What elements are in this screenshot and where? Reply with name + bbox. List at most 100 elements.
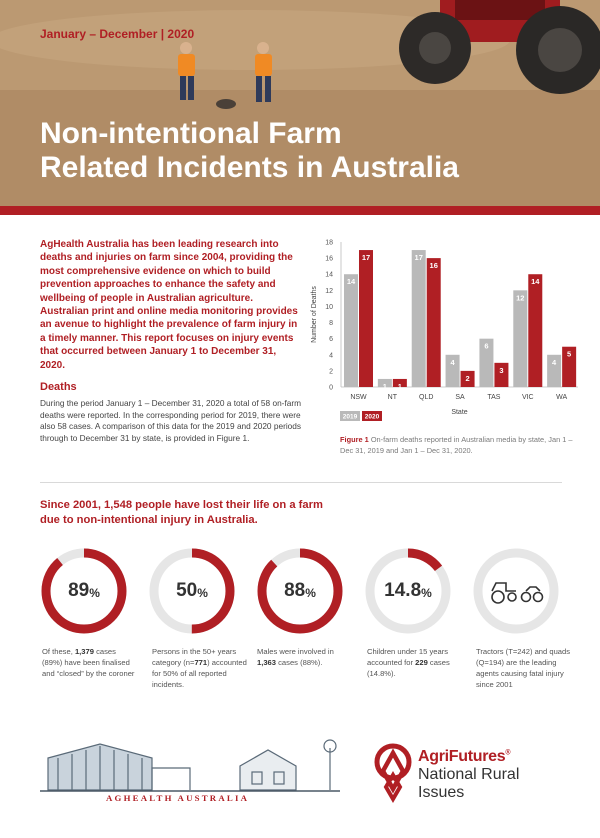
deaths-paragraph: During the period January 1 – December 3… [40, 398, 302, 443]
y-tick-label: 18 [325, 240, 333, 247]
bar-2019-nt [377, 378, 392, 387]
page-title: Non-intentional Farm Related Incidents i… [40, 117, 560, 185]
figure-caption-text: On-farm deaths reported in Australian me… [340, 435, 573, 455]
x-tick-label: QLD [419, 394, 433, 401]
bar-value-label: 1 [383, 382, 387, 391]
x-tick-label: SA [455, 394, 465, 401]
ring-track [473, 548, 559, 634]
stat-value: 89% [38, 545, 130, 637]
y-tick-label: 0 [329, 385, 333, 392]
y-tick-label: 14 [325, 272, 333, 279]
stat-ring: 88% [254, 545, 346, 637]
deaths-heading: Deaths [40, 381, 77, 393]
stat-percent-sign: % [305, 586, 316, 600]
bar-2019-vic [513, 290, 528, 387]
agrifutures-subtitle-2: Issues [418, 784, 465, 801]
stat-value: 50% [146, 545, 238, 637]
agrifutures-logo-icon [374, 743, 412, 803]
y-tick-label: 2 [329, 368, 333, 375]
workers-photo [178, 42, 272, 109]
bar-value-label: 4 [450, 358, 455, 367]
stat-number: 88 [284, 580, 306, 601]
stat-ring: 50% [146, 545, 238, 637]
stat-text-part: cases (89%) have been finalised and “clo… [42, 647, 135, 678]
bar-value-label: 14 [531, 277, 540, 286]
figure-label: Figure 1 [340, 435, 369, 444]
bar-2020-wa [562, 346, 577, 387]
ring-progress [257, 548, 343, 634]
tractor-quad-icon [491, 582, 544, 604]
hero-banner: January – December | 2020 Non-intentiona… [0, 0, 600, 206]
bar-2020-vic [528, 274, 543, 387]
bar-2020-nsw [359, 250, 373, 387]
bar-2019-sa [445, 354, 460, 387]
stat-text-highlight: 771 [194, 658, 208, 667]
x-tick-label: VIC [522, 394, 534, 401]
stat-description: Males were involved in 1,363 cases (88%)… [257, 646, 353, 668]
since-2001-headline: Since 2001, 1,548 people have lost their… [40, 499, 323, 526]
stat-number: 14.8 [384, 580, 422, 601]
x-tick-label: NT [388, 394, 398, 401]
bar-2019-nsw [344, 274, 358, 387]
red-divider-band [0, 206, 600, 215]
legend-swatch-2020 [362, 411, 382, 421]
bar-value-label: 2 [465, 374, 469, 383]
bar-value-label: 16 [430, 261, 438, 270]
y-tick-label: 10 [325, 304, 333, 311]
stat-ring [470, 545, 562, 637]
bar-2020-qld [426, 258, 441, 387]
title-line-1: Non-intentional Farm [40, 117, 342, 150]
intro-paragraph: AgHealth Australia has been leading rese… [40, 239, 298, 371]
bar-2020-tas [494, 362, 509, 387]
report-date-range: January – December | 2020 [40, 27, 195, 41]
bar-2020-sa [460, 370, 475, 387]
bar-2019-tas [479, 338, 494, 387]
stat-text-part: cases (88%). [276, 658, 323, 667]
aghealth-farm-illustration [40, 739, 340, 792]
section-divider [40, 482, 562, 483]
title-line-2: Related Incidents in Australia [40, 151, 459, 184]
x-tick-label: WA [556, 394, 567, 401]
bar-value-label: 12 [516, 293, 524, 302]
y-axis-title: Number of Deaths [311, 286, 318, 343]
bar-2019-wa [547, 354, 562, 387]
x-tick-label: NSW [350, 394, 367, 401]
aghealth-logo-text: AGHEALTH AUSTRALIA [106, 793, 250, 803]
stat-text-part: Of these, [42, 647, 75, 656]
stat-ring: 14.8% [362, 545, 454, 637]
bar-value-label: 1 [398, 382, 402, 391]
stat-description: Children under 15 years accounted for 22… [367, 646, 463, 679]
hero-photo [0, 0, 600, 206]
stat-text-part: Persons in the 50+ years category (n= [152, 647, 237, 667]
bar-value-label: 3 [499, 366, 503, 375]
y-tick-label: 4 [329, 352, 333, 359]
stat-text-highlight: 1,363 [257, 658, 277, 667]
agrifutures-subtitle-1: National Rural [418, 766, 520, 783]
bar-2020-nt [392, 378, 407, 387]
stat-value: 14.8% [362, 545, 454, 637]
stat-value: 88% [254, 545, 346, 637]
bar-value-label: 4 [552, 358, 557, 367]
stat-number: 50 [176, 580, 198, 601]
stat-number: 89 [68, 580, 90, 601]
ring-progress [41, 548, 127, 634]
agrifutures-brand: AgriFutures® [418, 748, 511, 766]
bar-value-label: 14 [347, 277, 356, 286]
stat-text-part: Tractors (T=242) and quads (Q=194) are t… [476, 647, 571, 689]
y-tick-label: 8 [329, 320, 333, 327]
x-tick-label: TAS [487, 394, 500, 401]
stat-description: Persons in the 50+ years category (n=771… [152, 646, 248, 690]
bar-2019-qld [411, 250, 426, 387]
tractor-photo [399, 0, 600, 94]
stat-description: Tractors (T=242) and quads (Q=194) are t… [476, 646, 572, 690]
stat-text-part: Children under 15 years accounted for [367, 647, 449, 667]
legend-label: 2020 [365, 414, 380, 421]
ring-progress [365, 548, 451, 634]
stat-percent-sign: % [421, 586, 432, 600]
stat-text-part: cases (14.8%). [367, 658, 450, 678]
stat-percent-sign: % [197, 586, 208, 600]
y-tick-label: 12 [325, 288, 333, 295]
stat-text-part: Males were involved in [257, 647, 334, 656]
bar-value-label: 5 [567, 350, 571, 359]
